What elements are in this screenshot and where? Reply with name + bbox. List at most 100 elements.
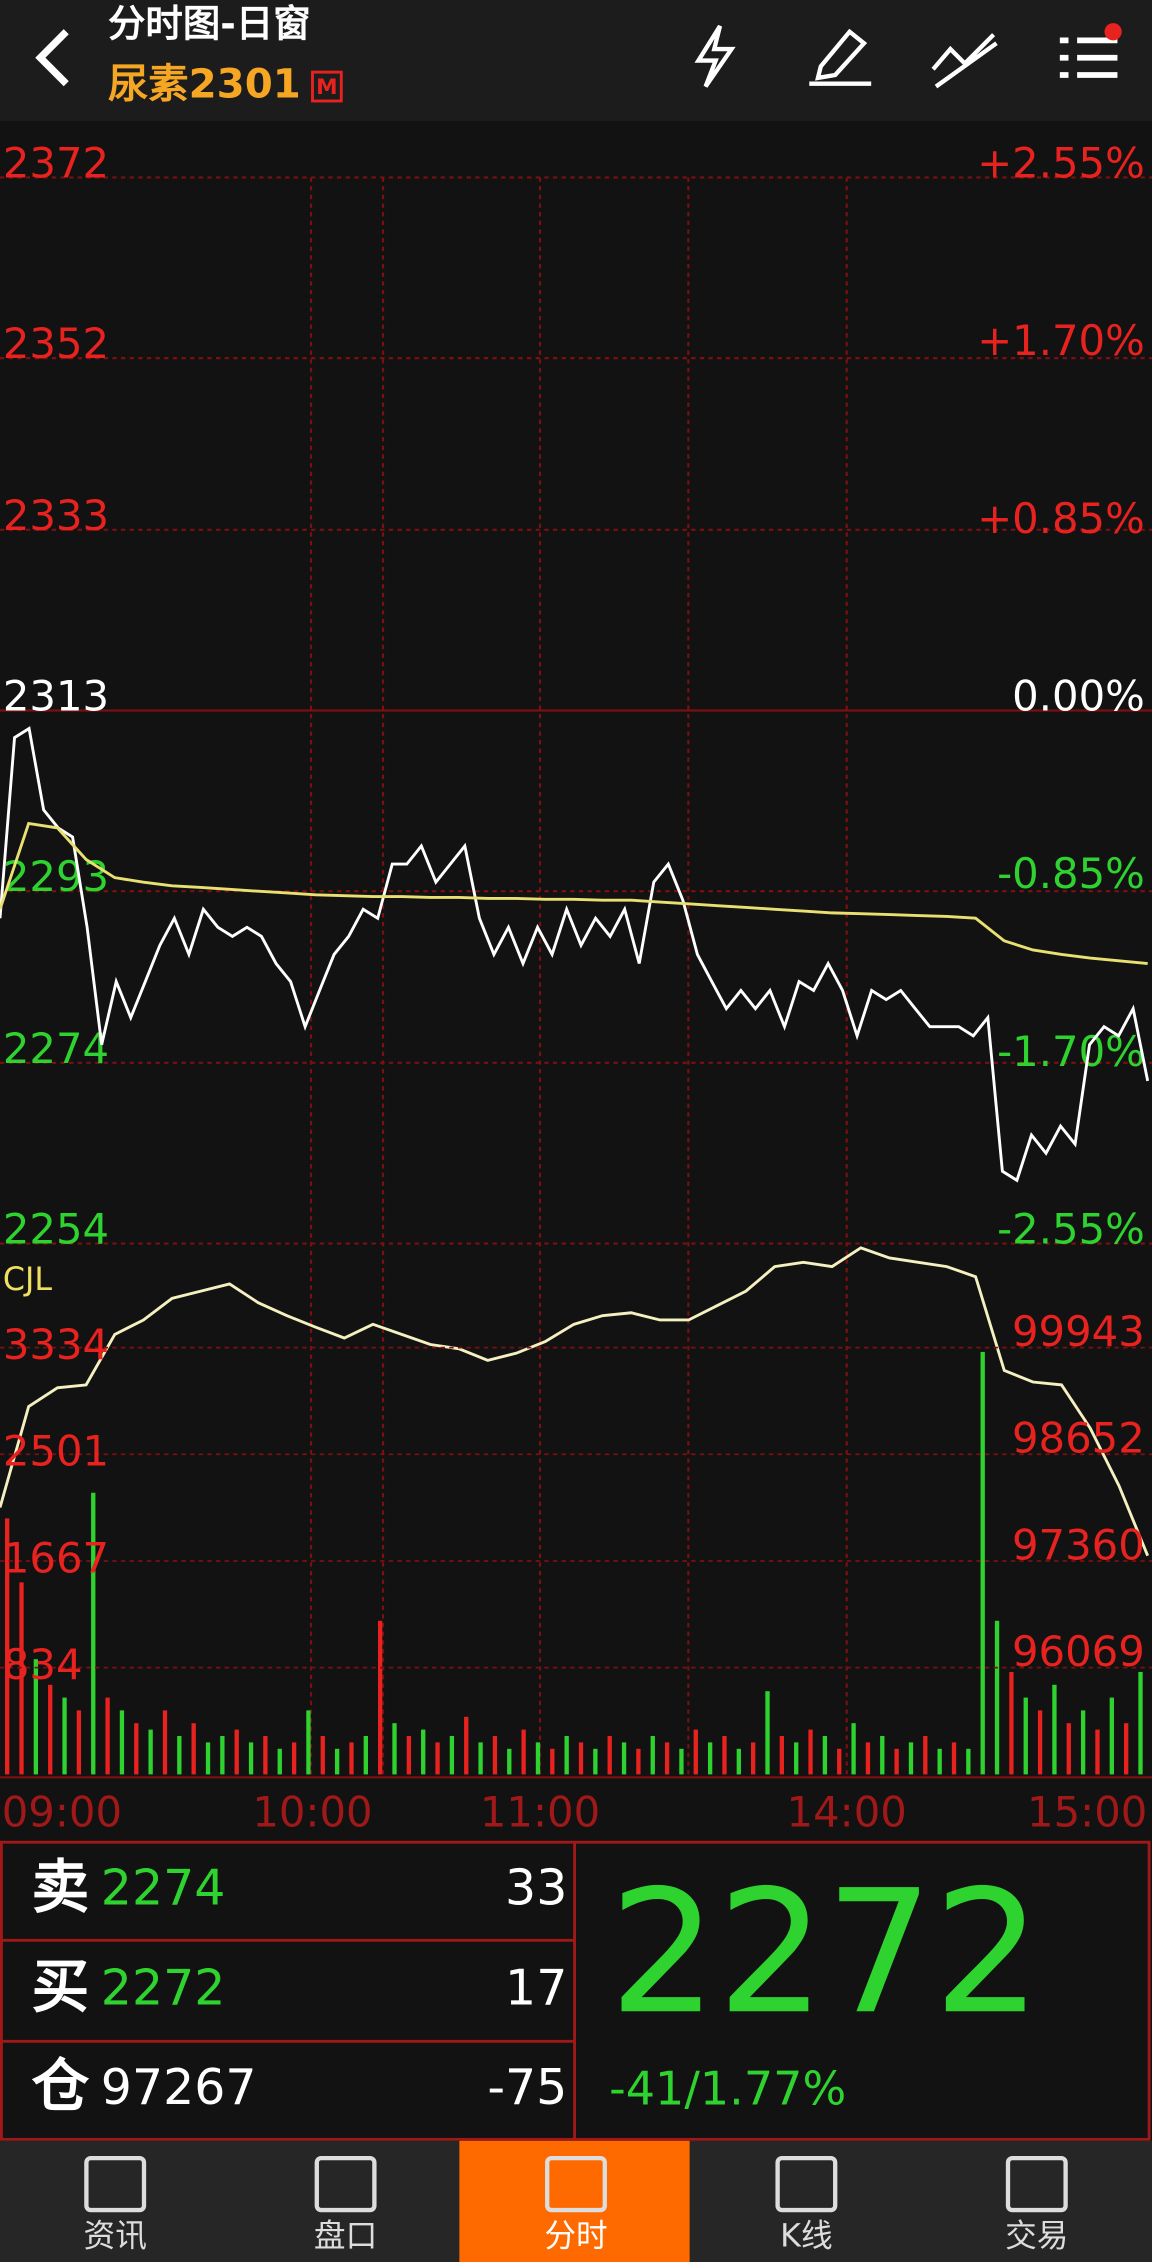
- volume-bar: [105, 1697, 110, 1775]
- volume-bar: [822, 1735, 828, 1775]
- y-tick-label: 3334: [3, 1320, 109, 1369]
- x-tick-label: 11:00: [480, 1787, 600, 1836]
- volume-bar: [951, 1742, 957, 1775]
- tab[interactable]: [228, 2140, 460, 2262]
- x-tick-label: 15:00: [1027, 1787, 1147, 1836]
- quote-price: 97267: [101, 2059, 257, 2116]
- volume-bar: [1066, 1723, 1071, 1775]
- y2-tick-label: 98652: [1012, 1414, 1145, 1463]
- volume-bar: [291, 1742, 297, 1775]
- volume-bar: [464, 1716, 469, 1775]
- volume-bar: [334, 1748, 340, 1775]
- y-tick-label: 2313: [3, 671, 109, 720]
- volume-bar: [894, 1748, 899, 1775]
- volume-bar: [220, 1735, 225, 1775]
- y2-tick-label: +2.55%: [977, 138, 1145, 187]
- volume-bar: [162, 1710, 168, 1775]
- volume-bar: [794, 1742, 799, 1775]
- x-tick-label: 14:00: [787, 1787, 907, 1836]
- tab[interactable]: [689, 2140, 921, 2262]
- open-interest-line: [0, 1246, 1150, 1557]
- tab[interactable]: [920, 2140, 1151, 2262]
- volume-bar: [177, 1735, 182, 1775]
- volume-bar: [578, 1742, 584, 1775]
- volume-bar: [937, 1748, 942, 1775]
- y2-tick-label: +0.85%: [977, 494, 1145, 543]
- volume-bar: [722, 1735, 727, 1775]
- volume-bar: [492, 1735, 498, 1775]
- volume-bar: [449, 1735, 455, 1775]
- volume-bar: [1138, 1671, 1143, 1775]
- page-title: 分时图-日窗: [108, 1, 311, 45]
- y-tick-label: 2254: [3, 1204, 109, 1253]
- menu-icon[interactable]: [1059, 37, 1118, 78]
- tab-label[interactable]: 资讯: [84, 2218, 147, 2254]
- volume-bar: [521, 1729, 526, 1775]
- y2-tick-label: 99943: [1012, 1307, 1145, 1356]
- volume-bar: [48, 1684, 53, 1775]
- quote-label: 仓: [32, 2052, 90, 2120]
- volume-bar: [808, 1729, 813, 1775]
- volume-bar: [62, 1697, 67, 1775]
- volume-bar: [736, 1748, 741, 1775]
- volume-bar: [134, 1723, 139, 1775]
- tab-icon: [775, 2155, 838, 2213]
- quote-label: 卖: [32, 1853, 90, 1921]
- x-tick-label: 09:00: [2, 1787, 122, 1836]
- draw-icon[interactable]: [809, 28, 872, 86]
- volume-bar: [593, 1748, 598, 1775]
- volume-bar: [392, 1723, 397, 1775]
- volume-bar: [33, 1659, 39, 1775]
- tab-label[interactable]: 盘口: [314, 2218, 377, 2254]
- quote-price: 2274: [101, 1860, 226, 1917]
- volume-bar: [1080, 1710, 1086, 1775]
- tab-label[interactable]: 交易: [1005, 2218, 1068, 2254]
- volume-bar: [650, 1735, 655, 1775]
- active-tab[interactable]: [459, 2140, 690, 2262]
- volume-bar: [1009, 1671, 1014, 1775]
- volume-bar: [607, 1735, 612, 1775]
- volume-bar: [205, 1742, 211, 1775]
- badge-box: [311, 70, 343, 103]
- volume-bar: [91, 1492, 96, 1775]
- y2-tick-label: 0.00%: [1012, 671, 1145, 720]
- volume-bar: [880, 1735, 885, 1775]
- volume-bar: [865, 1742, 871, 1775]
- volume-bar: [994, 1620, 1000, 1775]
- flash-icon[interactable]: [694, 24, 736, 88]
- price-change: -41/1.77%: [609, 2061, 846, 2115]
- volume-bar: [664, 1742, 670, 1775]
- volume-bar: [908, 1742, 914, 1775]
- y-tick-label: 1667: [3, 1533, 109, 1582]
- volume-bar: [148, 1729, 153, 1775]
- back-button[interactable]: [35, 29, 69, 87]
- y-tick-label: 2372: [3, 138, 109, 187]
- time-grid: [309, 177, 848, 1778]
- volume-bar: [550, 1748, 555, 1775]
- last-price: 2272: [609, 1854, 1041, 2052]
- y2-tick-label: -2.55%: [997, 1204, 1145, 1253]
- tab-label[interactable]: 分时: [544, 2218, 607, 2254]
- volume-bar: [263, 1735, 268, 1775]
- badge: M: [316, 75, 337, 100]
- volume-bar: [765, 1691, 770, 1775]
- tab-icon: [84, 2155, 147, 2213]
- volume-bar: [277, 1748, 282, 1775]
- x-tick-label: 10:00: [252, 1787, 372, 1836]
- volume-label: CJL: [3, 1262, 52, 1298]
- indicator-icon[interactable]: [931, 33, 998, 89]
- volume-bar: [234, 1729, 239, 1775]
- volume-bar: [1124, 1723, 1129, 1775]
- volume-bar: [507, 1748, 512, 1775]
- y-tick-label: 2333: [3, 491, 109, 540]
- average-line: [0, 821, 1148, 965]
- quote-volume: -75: [487, 2059, 567, 2116]
- tab-label[interactable]: K线: [780, 2218, 832, 2254]
- tab[interactable]: [0, 2140, 229, 2262]
- y2-tick-label: 97360: [1012, 1520, 1145, 1569]
- volume-bar: [923, 1735, 928, 1775]
- volume-bar: [779, 1735, 785, 1775]
- volume-bar: [119, 1710, 125, 1775]
- tab-icon: [314, 2155, 377, 2213]
